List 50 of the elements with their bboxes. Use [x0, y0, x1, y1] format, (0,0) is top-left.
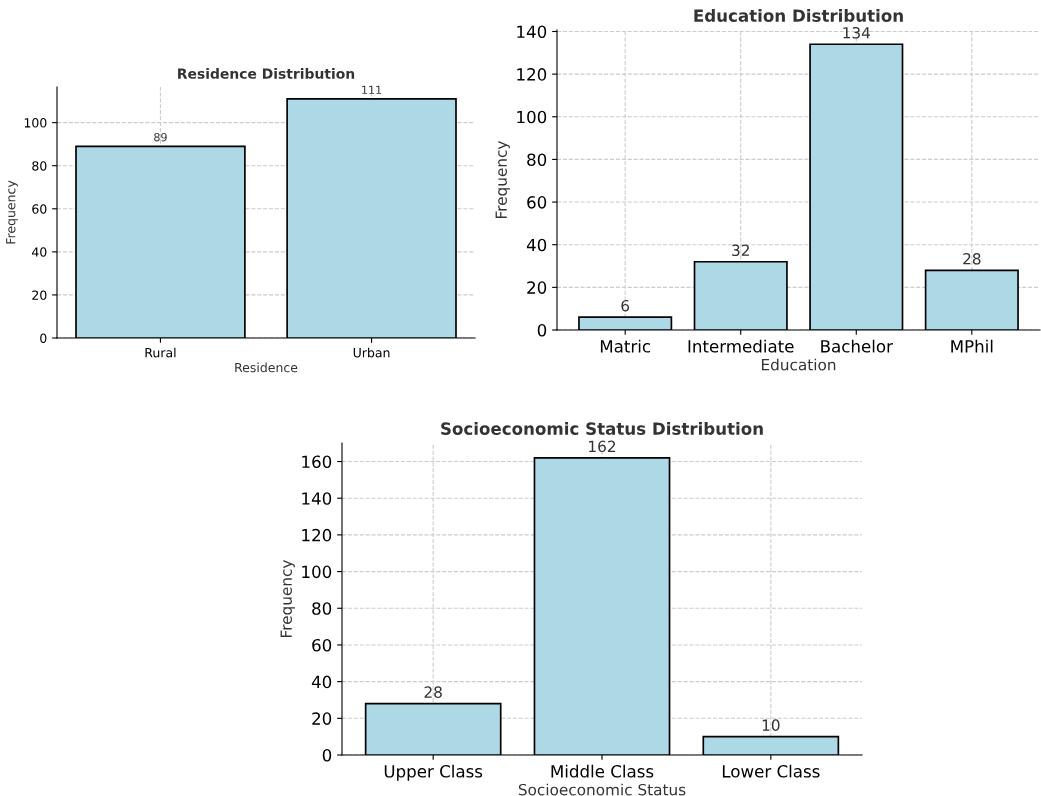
data-label: 32	[732, 244, 749, 257]
data-label: 89	[154, 133, 167, 142]
y-tick-label: 60	[32, 204, 47, 214]
y-tick-label: 80	[527, 153, 547, 166]
y-tick-label: 120	[517, 68, 547, 81]
x-tick-label: Upper Class	[384, 764, 483, 781]
x-tick-label: MPhil	[951, 339, 993, 353]
x-tick-label: Rural	[145, 347, 176, 358]
y-tick-label: 160	[302, 455, 332, 469]
y-tick-label: 0	[322, 748, 332, 762]
y-tick-label: 40	[311, 675, 332, 689]
y-tick-label: 0	[537, 323, 547, 337]
chart-title: Residence Distribution	[178, 68, 355, 79]
data-label: 28	[424, 686, 442, 698]
y-axis-title: Frequency	[495, 141, 510, 218]
chart-title: Education Distribution	[694, 9, 903, 22]
y-tick-label: 140	[517, 25, 547, 39]
x-axis-title: Residence	[235, 362, 298, 373]
y-tick-label: 80	[32, 161, 47, 171]
x-tick-label: Matric	[600, 339, 651, 353]
y-tick-label: 100	[517, 110, 547, 124]
y-tick-label: 80	[312, 602, 332, 615]
y-axis-title: Frequency	[280, 560, 295, 637]
y-tick-label: 0	[40, 333, 47, 343]
x-axis-title: Education	[761, 358, 836, 371]
y-tick-label: 20	[32, 290, 47, 300]
y-tick-label: 40	[31, 247, 47, 257]
data-label: 134	[843, 26, 870, 39]
y-tick-label: 120	[302, 528, 332, 542]
y-tick-label: 40	[526, 238, 547, 252]
y-tick-label: 100	[24, 118, 47, 128]
x-axis-title: Socioeconomic Status	[518, 783, 686, 796]
data-label: 162	[589, 440, 616, 453]
data-label: 111	[362, 85, 382, 94]
data-label: 10	[762, 719, 780, 731]
y-tick-label: 20	[312, 712, 332, 725]
x-tick-label: Middle Class	[551, 764, 654, 778]
y-tick-label: 100	[302, 565, 332, 579]
y-tick-label: 140	[302, 492, 332, 505]
y-axis-title: Frequency	[6, 180, 18, 244]
x-tick-label: Urban	[353, 347, 390, 358]
data-label: 6	[621, 299, 630, 312]
x-tick-label: Bachelor	[821, 339, 893, 353]
chart-title: Socioeconomic Status Distribution	[441, 422, 763, 435]
y-tick-label: 20	[527, 281, 547, 294]
y-tick-label: 60	[312, 638, 332, 652]
y-tick-label: 60	[527, 196, 547, 209]
data-label: 28	[963, 253, 981, 265]
x-tick-label: Lower Class	[722, 764, 820, 778]
x-tick-label: Intermediate	[688, 339, 794, 353]
